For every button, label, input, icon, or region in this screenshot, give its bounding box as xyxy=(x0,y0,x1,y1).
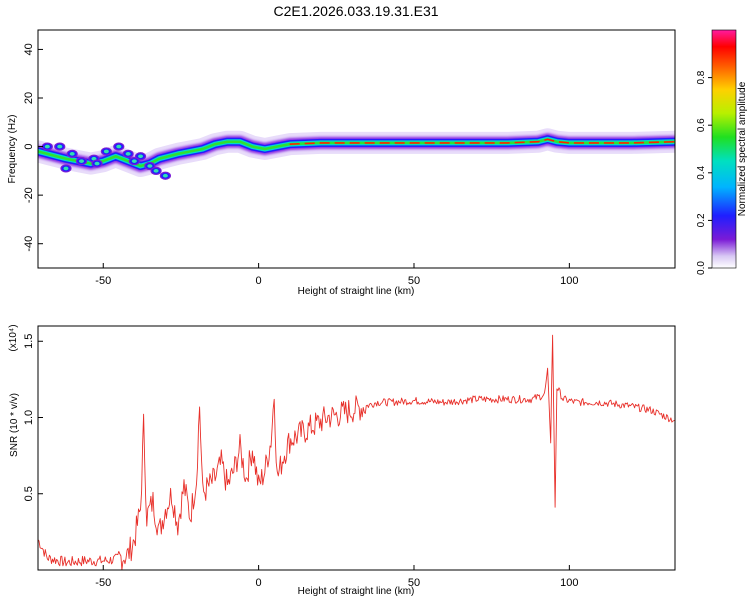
snr-y-tick-label: 1.0 xyxy=(23,410,35,425)
heat-blob-core xyxy=(44,144,50,149)
spectrogram-y-ticks: -40 -20 0 20 40 xyxy=(23,43,43,252)
spectrogram-y-tick-label: -20 xyxy=(23,187,35,203)
snr-x-tick-label: 100 xyxy=(560,577,578,589)
heat-blob-core xyxy=(69,152,75,156)
spectrogram-y-tick-label: -40 xyxy=(23,236,35,252)
heat-blob-core xyxy=(153,169,159,173)
snr-y-ticks: 0.5 1.0 1.5 xyxy=(23,334,43,501)
spectrogram-y-tick-label: 20 xyxy=(23,92,35,104)
heat-blob-core xyxy=(147,164,153,168)
figure-title: C2E1.2026.033.19.31.E31 xyxy=(273,3,438,19)
spectrogram-x-tick-label: -50 xyxy=(95,275,111,287)
colorbar: 0.0 0.2 0.4 0.6 0.8 Normalized spectral ampl… xyxy=(696,29,748,275)
snr-x-tick-label: 0 xyxy=(256,577,262,589)
colorbar-label: Normalized spectral amplitude xyxy=(737,81,748,216)
heat-band-peak xyxy=(289,138,675,145)
heat-blob-core xyxy=(63,166,69,171)
spectrogram-frame xyxy=(37,29,676,269)
snr-x-axis-label: Height of straight line (km) xyxy=(298,586,415,597)
spectrogram-x-ticks: -50 0 50 100 xyxy=(95,263,579,287)
spectrogram-x-axis-label: Height of straight line (km) xyxy=(298,286,415,297)
heat-blob-core xyxy=(91,156,97,161)
spectrogram-y-tick-label: 40 xyxy=(23,43,35,55)
spectrogram-y-axis-label: Frequency (Hz) xyxy=(7,115,18,184)
spectrogram-y-tick-label: 0 xyxy=(23,144,35,150)
snr-x-tick-label: 50 xyxy=(408,577,420,589)
snr-y-axis-label: SNR (10 * v/v) xyxy=(9,393,20,457)
heat-blob-core xyxy=(125,152,131,156)
colorbar-tick-label: 0.0 xyxy=(696,261,707,275)
spectrogram-heat-layer xyxy=(38,128,675,180)
heat-blob-core xyxy=(94,161,100,166)
spectrogram-x-tick-label: 100 xyxy=(560,275,578,287)
colorbar-tick-label: 0.8 xyxy=(696,70,707,84)
snr-panel: -50 0 50 100 0.5 1.0 1.5 Height of straight l… xyxy=(8,324,676,597)
heat-blob-core xyxy=(162,173,168,178)
heat-blob-core xyxy=(138,154,144,159)
snr-x-ticks: -50 0 50 100 xyxy=(95,565,579,589)
colorbar-tick-label: 0.6 xyxy=(696,118,707,132)
colorbar-tick-label: 0.4 xyxy=(696,165,707,179)
colorbar-gradient xyxy=(711,29,737,269)
spectrogram-panel: -50 0 50 100 -40 -20 0 20 40 Height of straight… xyxy=(7,29,676,297)
snr-scale-label: (x10⁴) xyxy=(8,324,19,351)
heat-blob-core xyxy=(57,144,63,149)
snr-line-layer xyxy=(38,334,675,570)
heat-blob-core xyxy=(131,159,137,163)
heat-blob-core xyxy=(79,159,85,163)
snr-y-tick-label: 1.5 xyxy=(23,334,35,349)
heat-blob-core xyxy=(103,149,109,154)
heat-blob-core xyxy=(116,144,122,149)
snr-line xyxy=(38,334,675,570)
spectrogram-x-tick-label: 50 xyxy=(408,275,420,287)
snr-frame xyxy=(37,325,676,571)
snr-plot-area xyxy=(38,326,675,570)
colorbar-ticks: 0.0 0.2 0.4 0.6 0.8 xyxy=(696,70,712,275)
snr-y-tick-label: 0.5 xyxy=(23,486,35,501)
snr-x-tick-label: -50 xyxy=(95,577,111,589)
colorbar-tick-label: 0.2 xyxy=(696,213,707,227)
spectrogram-x-tick-label: 0 xyxy=(256,275,262,287)
